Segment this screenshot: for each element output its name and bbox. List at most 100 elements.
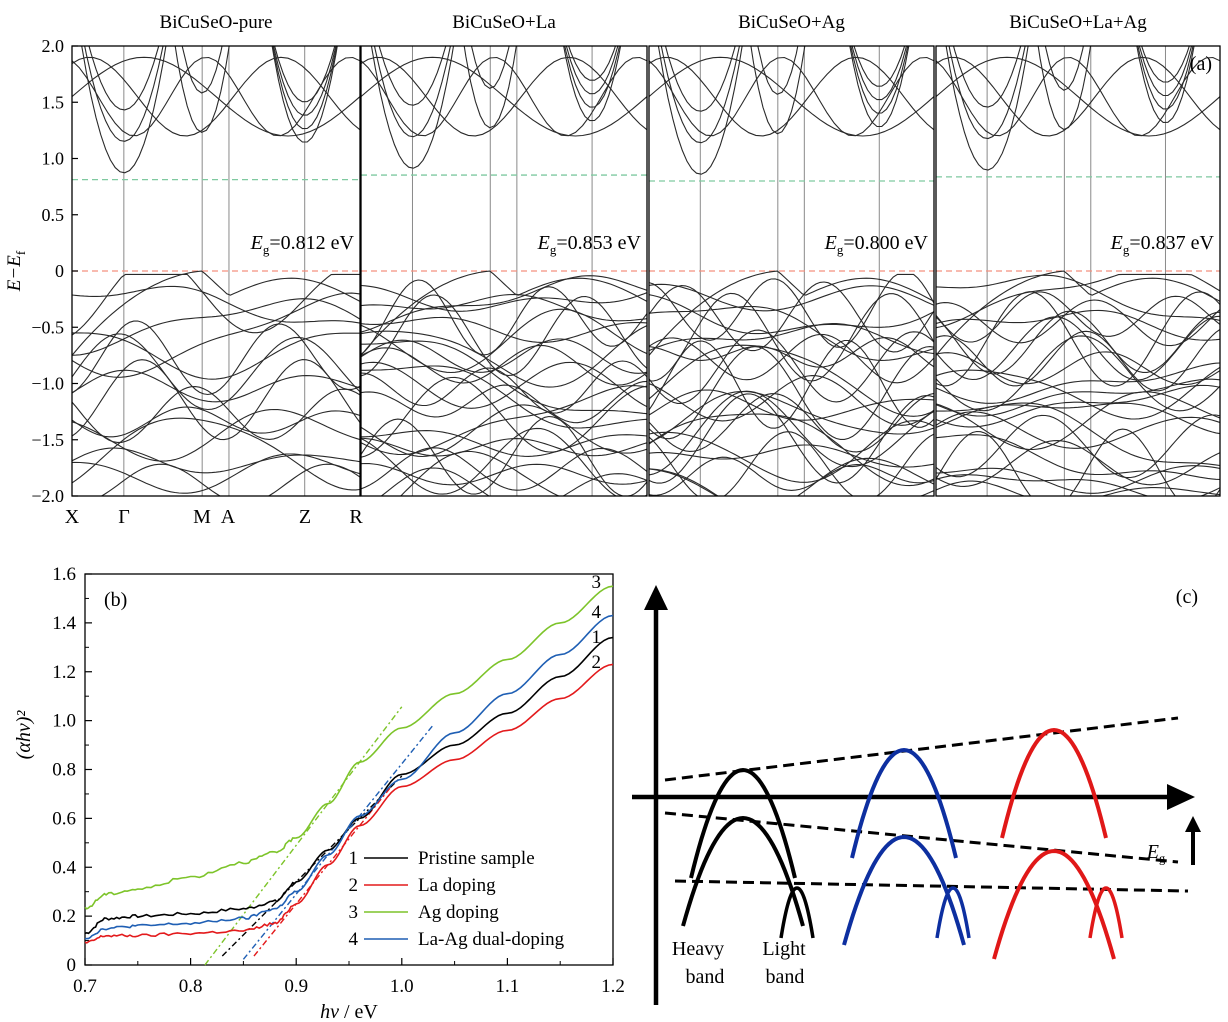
subplot-title: BiCuSeO+La xyxy=(452,12,556,33)
valence-band-top xyxy=(649,270,934,356)
conduction-band xyxy=(1044,46,1084,91)
valence-band xyxy=(361,447,647,491)
y-tick-label: 1.4 xyxy=(52,613,76,634)
conduction-band xyxy=(849,46,910,128)
series-line xyxy=(84,636,614,935)
valence-band xyxy=(380,467,647,496)
conduction-band-curve xyxy=(1000,727,1108,839)
kpoint-label: R xyxy=(349,506,363,528)
valence-band xyxy=(72,292,360,378)
conduction-band xyxy=(649,56,934,137)
y-tick-label: 1.0 xyxy=(52,711,76,732)
series-line xyxy=(84,614,614,940)
panel-label: (c) xyxy=(1176,586,1198,608)
x-tick-label: 1.2 xyxy=(601,976,625,997)
conduction-band xyxy=(373,46,452,138)
valence-band xyxy=(936,465,1220,494)
valence-band xyxy=(72,417,360,491)
valence-band xyxy=(649,393,934,484)
conduction-band xyxy=(274,46,336,103)
valence-band xyxy=(936,428,1220,496)
tangent-line xyxy=(204,706,403,966)
valence-band xyxy=(72,369,360,403)
valence-band xyxy=(649,389,934,421)
band-pair xyxy=(842,747,971,946)
y-tick-label: −1.5 xyxy=(31,430,64,450)
conduction-band-curve xyxy=(850,747,958,859)
band-pair xyxy=(992,727,1124,960)
y-tick-label: −2.0 xyxy=(31,486,64,506)
conduction-band xyxy=(750,46,806,135)
valence-band xyxy=(72,447,360,474)
valence-band xyxy=(936,299,1220,347)
valence-band xyxy=(361,462,647,486)
valence-band xyxy=(649,333,934,384)
conduction-band xyxy=(72,56,360,137)
conduction-band xyxy=(470,46,510,90)
horizontal-arrowhead xyxy=(1167,784,1195,810)
y-tick-label: 1.2 xyxy=(52,662,76,683)
valence-band xyxy=(649,431,934,496)
panel-c-band-schematic: Eg Heavy band Light band (c) xyxy=(632,585,1201,1005)
light-band-label: Light xyxy=(762,938,806,960)
y-tick-label: 0 xyxy=(67,955,77,976)
y-tick-label: 0.2 xyxy=(52,906,76,927)
subplot-title: BiCuSeO-pure xyxy=(160,12,273,33)
series-line xyxy=(84,585,614,910)
legend-number: 3 xyxy=(349,902,359,923)
valence-band xyxy=(361,437,647,457)
valence-band xyxy=(361,338,647,374)
valence-band xyxy=(361,376,647,458)
valence-band xyxy=(649,390,934,476)
y-tick-label: 1.5 xyxy=(42,92,65,112)
valence-band xyxy=(936,378,1220,417)
conduction-band xyxy=(565,46,619,95)
legend-number: 4 xyxy=(349,929,359,950)
valence-band xyxy=(936,291,1220,343)
valence-band xyxy=(649,375,934,426)
panel-label: (b) xyxy=(104,589,127,611)
valence-band xyxy=(361,275,647,333)
y-tick-label: 0.8 xyxy=(52,760,76,781)
x-tick-label: 1.0 xyxy=(390,976,414,997)
valence-band xyxy=(649,294,934,335)
conduction-band-curve xyxy=(689,767,797,879)
valence-band xyxy=(936,474,1220,496)
conduction-band xyxy=(851,46,908,101)
valence-band xyxy=(649,468,934,496)
band-lines xyxy=(936,46,1220,496)
band-subplot xyxy=(648,45,935,497)
valence-band xyxy=(936,274,1220,321)
series-end-label: 1 xyxy=(592,627,602,648)
conduction-band xyxy=(271,46,338,143)
valence-band xyxy=(361,380,647,424)
valence-band xyxy=(361,316,647,343)
conduction-band xyxy=(361,56,647,137)
conduction-band xyxy=(361,56,647,137)
conduction-band xyxy=(84,46,164,142)
band-subplot xyxy=(71,45,361,497)
conduction-band xyxy=(948,46,1026,140)
conduction-band xyxy=(649,56,934,137)
valence-band xyxy=(361,284,647,312)
valence-band xyxy=(361,294,647,377)
heavy-band-label: Heavy xyxy=(672,938,724,960)
valence-band xyxy=(100,463,360,496)
valence-band xyxy=(936,362,1220,404)
valence-band xyxy=(936,414,1220,479)
conduction-band xyxy=(657,46,743,175)
eg-label: Eg xyxy=(1146,841,1165,865)
panel-b-tauc-plot: 0.7 0.8 0.9 1.0 1.1 1.2 0 0.2 0.4 0.6 0.8 1.0 1.2 1.4… xyxy=(13,564,625,1022)
valence-band xyxy=(361,415,647,496)
valence-band xyxy=(936,391,1220,451)
conduction-band xyxy=(272,46,337,116)
valence-band xyxy=(936,291,1220,387)
valence-band xyxy=(361,325,647,388)
valence-band xyxy=(361,430,647,457)
valence-band xyxy=(936,315,1220,381)
band-lines xyxy=(361,46,647,496)
valence-band xyxy=(649,457,934,496)
conduction-band xyxy=(174,46,230,134)
y-tick-label: 0.5 xyxy=(42,205,65,225)
